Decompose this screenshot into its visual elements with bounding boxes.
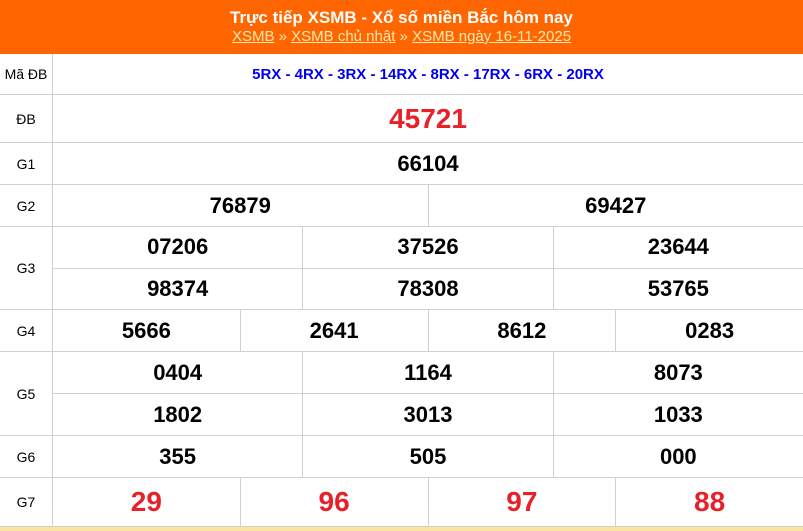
breadcrumb-sep: » [278,28,287,45]
prize-number: 5666 [121,317,171,343]
prize-number: 66104 [397,150,459,176]
prize-number: 2641 [239,310,428,351]
special-codes: 5RX - 4RX - 3RX - 14RX - 8RX - 17RX - 6R… [252,65,604,83]
breadcrumb: XSMB » XSMB chủ nhật » XSMB ngày 16-11-2… [0,27,803,46]
row-label: G2 [0,185,53,226]
prize-number: 8073 [552,352,803,393]
prize-number: 97 [427,478,616,526]
breadcrumb-sunday[interactable]: XSMB chủ nhật [291,28,396,45]
prize-number: 1802 [153,401,203,427]
prize-number: 69427 [427,185,803,226]
prize-number: 37526 [302,227,552,268]
prize-number: 000 [552,436,803,477]
page-title: Trực tiếp XSMB - Xổ số miền Bắc hôm nay [230,8,573,27]
row-label: G7 [0,478,53,526]
row-g1: G1 66104 [0,143,803,185]
row-label: G5 [0,352,53,435]
row-g7: G7 29 96 97 88 [0,478,803,527]
row-g2: G2 76879 69427 [0,185,803,227]
breadcrumb-date[interactable]: XSMB ngày 16-11-2025 [412,28,572,45]
prize-number: 78308 [302,268,552,309]
prize-number: 1033 [552,394,803,435]
prize-number: 98374 [147,275,209,301]
prize-number: 29 [130,486,162,517]
prize-number: 0283 [615,310,803,351]
row-ma-db: Mã ĐB 5RX - 4RX - 3RX - 14RX - 8RX - 17R… [0,54,803,95]
prize-number: 07206 [147,234,209,260]
prize-number: 8612 [427,310,616,351]
row-db: ĐB 45721 [0,95,803,143]
header: Trực tiếp XSMB - Xổ số miền Bắc hôm nay … [0,0,803,54]
footer-strip [0,527,803,531]
breadcrumb-sep: » [399,28,408,45]
row-label: G6 [0,436,53,477]
prize-number: 3013 [302,394,552,435]
row-label: G3 [0,227,53,309]
special-prize: 45721 [389,102,467,134]
prize-number: 1164 [302,352,552,393]
prize-number: 96 [239,478,428,526]
prize-number: 76879 [209,192,271,218]
prize-number: 505 [302,436,552,477]
row-label: G1 [0,143,53,184]
row-g3: G3 07206 37526 23644 98374 78308 53765 [0,227,803,310]
row-label: ĐB [0,95,53,142]
row-label: Mã ĐB [0,54,53,94]
row-g6: G6 355 505 000 [0,436,803,478]
breadcrumb-xsmb[interactable]: XSMB [231,28,275,45]
row-g4: G4 5666 2641 8612 0283 [0,310,803,352]
prize-number: 88 [615,478,803,526]
prize-number: 0404 [153,359,203,385]
prize-number: 53765 [552,268,803,309]
prize-number: 23644 [552,227,803,268]
row-g5: G5 0404 1164 8073 1802 3013 1033 [0,352,803,436]
prize-number: 355 [159,443,197,469]
row-label: G4 [0,310,53,351]
